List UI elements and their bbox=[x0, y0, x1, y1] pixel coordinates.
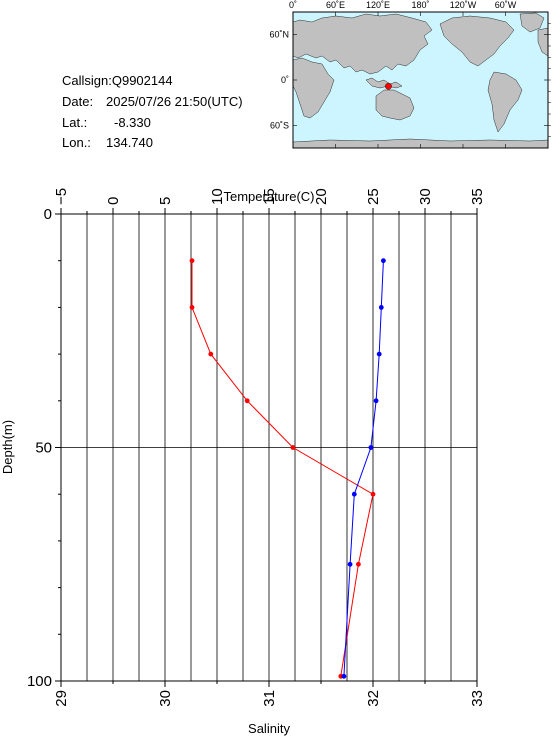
lat-value: -8.330 bbox=[114, 115, 151, 130]
salinity-data-point bbox=[368, 445, 374, 450]
map-lon-tick-label: 0˚ bbox=[289, 0, 297, 10]
temperature-tick-label: 20 bbox=[313, 188, 330, 205]
callsign-line: Callsign:Q9902144 bbox=[62, 73, 173, 89]
temperature-axis-title: Temperature(C) bbox=[223, 189, 314, 204]
temperature-tick-label: 0 bbox=[105, 197, 122, 205]
map-lon-tick-label: 120˚E bbox=[366, 0, 390, 10]
map-lat-tick-label: 60˚N bbox=[269, 30, 289, 40]
salinity-data-point bbox=[378, 305, 384, 310]
salinity-data-point bbox=[347, 561, 353, 567]
land-south-america bbox=[487, 71, 523, 133]
world-map: 0˚ 60˚E 120˚E 180˚ 120˚W 60˚W 60˚N 0˚ 60˚S bbox=[269, 0, 551, 149]
map-lon-tick-label: 180˚ bbox=[411, 0, 429, 10]
map-lon-tick-label: 60˚E bbox=[326, 0, 345, 10]
date-line: Date: 2025/07/26 21:50(UTC) bbox=[62, 94, 243, 110]
map-lat-tick-label: 60˚S bbox=[270, 120, 289, 130]
lat-label: Lat.: bbox=[62, 115, 88, 130]
temperature-tick-label: 5 bbox=[157, 197, 174, 205]
salinity-data-point bbox=[381, 258, 386, 264]
salinity-series-line bbox=[343, 260, 384, 677]
temperature-axis: −5 0 5 10 15 20 25 30 35 bbox=[53, 188, 486, 214]
temperature-series-line bbox=[191, 260, 374, 677]
salinity-tick-label: 33 bbox=[469, 690, 486, 707]
map-lon-tick-label: 120˚W bbox=[450, 0, 477, 10]
land-north-america bbox=[439, 15, 515, 67]
salinity-tick-label: 30 bbox=[157, 690, 174, 707]
temperature-data-point bbox=[189, 305, 195, 310]
lon-line: Lon.: 134.740 bbox=[62, 135, 153, 151]
temperature-tick-label: 30 bbox=[417, 188, 434, 205]
salinity-axis: 29 30 31 32 33 bbox=[53, 681, 486, 707]
land-eurasia bbox=[292, 13, 433, 75]
map-left-ticks: 60˚N 0˚ 60˚S bbox=[269, 23, 551, 137]
salinity-tick-label: 32 bbox=[365, 690, 382, 707]
land-greenland bbox=[519, 12, 545, 33]
lon-value: 134.740 bbox=[106, 135, 153, 150]
station-marker bbox=[385, 82, 392, 90]
land-africa bbox=[292, 57, 335, 119]
map-lat-tick-label: 0˚ bbox=[281, 75, 289, 85]
map-land bbox=[292, 12, 549, 149]
depth-tick-label: 0 bbox=[44, 206, 52, 223]
salinity-data-point bbox=[373, 398, 379, 404]
temperature-data-point bbox=[244, 398, 250, 404]
salinity-data-point bbox=[341, 673, 347, 679]
temperature-data-point bbox=[189, 258, 195, 264]
salinity-axis-title: Salinity bbox=[248, 721, 290, 736]
temperature-tick-label: 35 bbox=[469, 188, 486, 205]
temperature-tick-label: −5 bbox=[53, 188, 70, 205]
temperature-tick-label: 15 bbox=[261, 188, 278, 205]
callsign-label: Callsign: bbox=[62, 73, 112, 88]
depth-tick-label: 100 bbox=[27, 673, 52, 690]
callsign-value: Q9902144 bbox=[111, 73, 173, 88]
map-top-ticks: 0˚ 60˚E 120˚E 180˚ 120˚W 60˚W bbox=[289, 0, 517, 148]
temperature-tick-label: 25 bbox=[365, 188, 382, 205]
series-layer bbox=[189, 258, 386, 679]
temperature-tick-label: 10 bbox=[209, 188, 226, 205]
salinity-data-point bbox=[351, 491, 357, 497]
depth-tick-label: 50 bbox=[35, 440, 52, 457]
salinity-tick-label: 29 bbox=[53, 690, 70, 707]
temperature-data-point bbox=[290, 445, 296, 450]
depth-axis: 0 50 100 bbox=[27, 206, 61, 690]
map-lon-tick-label: 60˚W bbox=[495, 0, 517, 10]
depth-axis-title: Depth(m) bbox=[0, 420, 15, 474]
salinity-data-point bbox=[376, 351, 382, 357]
land-indonesia bbox=[365, 77, 403, 89]
temperature-data-point bbox=[370, 491, 376, 497]
salinity-tick-label: 31 bbox=[261, 690, 278, 707]
plot-grid bbox=[61, 214, 477, 681]
land-europe-wrap bbox=[537, 27, 549, 57]
temperature-data-point bbox=[356, 561, 361, 567]
date-value: 2025/07/26 21:50(UTC) bbox=[106, 94, 243, 109]
lat-line: Lat.: -8.330 bbox=[62, 115, 151, 131]
land-australia bbox=[375, 89, 415, 121]
date-label: Date: bbox=[62, 94, 94, 109]
lon-label: Lon.: bbox=[62, 135, 91, 150]
temperature-data-point bbox=[208, 351, 214, 357]
